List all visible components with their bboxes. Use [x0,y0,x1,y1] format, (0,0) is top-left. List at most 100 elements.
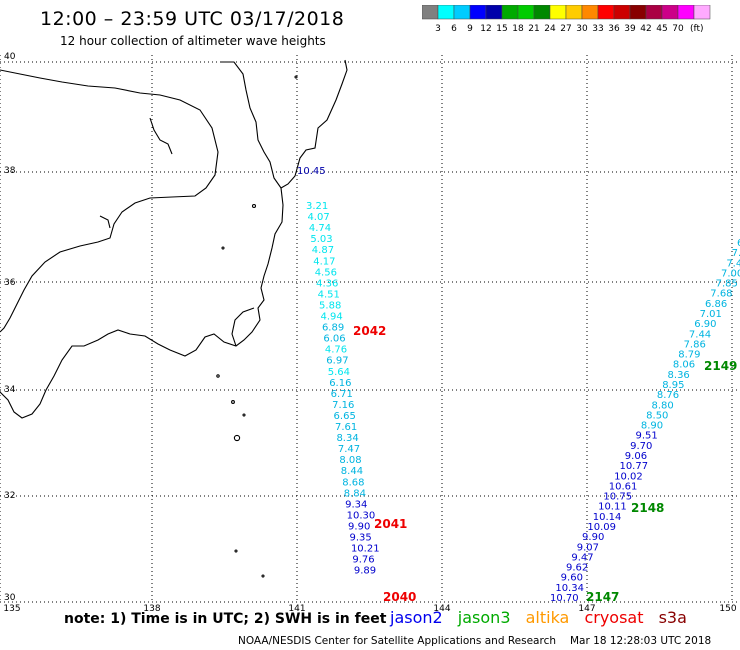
color-tick-label: 3 [435,24,441,34]
swh-value: 9.34 [345,499,367,510]
swh-value: 9.70 [630,441,652,452]
swh-value: 4.56 [315,267,337,278]
swh-value: 8.76 [657,390,679,401]
swh-value: 10.11 [598,502,627,513]
pass-time-label: 2042 [353,324,386,338]
swh-value: 9.89 [354,566,376,577]
swh-value: 6.89 [322,323,344,334]
swh-value: 9.62 [566,563,588,574]
swh-value: 7.01 [700,309,722,320]
pass-time-label: 2149 [704,359,737,373]
swh-value: 10.21 [351,544,380,555]
color-swatch [693,5,711,20]
color-scale-legend: 3 6 9 12 15 18 21 24 27 30 33 36 39 42 45 70 (ft) [422,5,711,34]
swh-value: 8.68 [342,477,364,488]
color-tick-label: 18 [512,24,524,34]
swh-value: 10.45 [297,166,326,177]
swh-value: 10.77 [619,461,648,472]
swh-value: 8.36 [668,370,690,381]
swh-value: 8.50 [646,410,668,421]
swh-value: 7.68 [710,289,732,300]
color-tick-label: 24 [544,24,556,34]
lon-label: 144 [433,604,450,614]
lon-label: 138 [143,604,160,614]
lat-label: 34 [4,385,16,395]
swh-value: 9.76 [352,555,374,566]
swh-value: 4.51 [318,289,340,300]
swh-value: 8.44 [341,466,363,477]
swh-value: 5.64 [328,367,350,378]
lat-label: 30 [4,593,16,603]
swh-value: 6.97 [326,356,348,367]
color-tick-label: 12 [480,24,491,34]
lat-label: 40 [4,52,16,62]
satellite-legend: jason2 jason3 altika cryosat s3a [390,608,697,627]
japan-coastline [0,59,348,578]
swh-value: 7.47 [338,444,360,455]
pass-time-label: 2040 [383,590,416,604]
jason3-track-west: 10.45 3.214.074.745.034.874.174.564.364.5… [297,166,380,577]
swh-value: 9.90 [348,521,370,532]
lat-label: 32 [4,491,15,501]
lat-label: 38 [4,166,16,176]
swh-value: 7.44 [689,329,711,340]
swh-value: 7.86 [684,339,706,350]
credit-timestamp: Mar 18 12:28:03 UTC 2018 [570,635,712,647]
swh-value: 4.17 [313,256,335,267]
swh-value: 4.76 [325,345,347,356]
pass-time-labels: 2042 2041 2040 2149 2148 2147 [353,324,737,604]
pass-time-label: 2148 [631,501,664,515]
credit-text: NOAA/NESDIS Center for Satellite Applica… [238,635,556,647]
swh-value: 9.51 [635,431,657,442]
lon-label: 150 [719,604,736,614]
swh-value: 5.03 [310,234,332,245]
swh-value: 10.30 [347,510,376,521]
lon-label: 147 [578,604,595,614]
swh-value: 9.47 [571,552,593,563]
satellite-jason3: jason3 [457,608,511,627]
swh-value: 6.71 [331,389,353,400]
units-note: note: 1) Time is in UTC; 2) SWH is in fe… [64,611,387,627]
swh-value: 4.36 [316,278,338,289]
color-tick-label: 39 [624,24,636,34]
color-tick-label: 42 [640,24,651,34]
satellite-s3a: s3a [658,608,687,627]
longitude-labels: 135 138 141 144 147 150 [3,604,736,614]
swh-value: 9.06 [625,451,647,462]
swh-value: 10.14 [593,512,622,523]
color-tick-label: 21 [528,24,539,34]
map-title: 12:00 – 23:59 UTC 03/17/2018 [40,8,345,30]
pass-time-label: 2147 [586,590,619,604]
color-tick-label: 30 [576,24,588,34]
swh-value: 8.95 [662,380,684,391]
color-tick-label: 70 [672,24,684,34]
lon-label: 135 [3,604,20,614]
swh-value: 9.35 [350,533,372,544]
lon-label: 141 [288,604,305,614]
swh-value: 8.80 [652,400,674,411]
swh-value: 7.16 [332,400,354,411]
color-tick-label: 15 [496,24,507,34]
lat-label: 36 [4,278,16,288]
swh-value: 4.94 [321,312,343,323]
swh-value: 7.00 [721,268,740,279]
swh-value: 10.61 [609,481,638,492]
color-tick-label: 45 [656,24,667,34]
color-tick-label: 6 [451,24,457,34]
satellite-altika: altika [525,608,570,627]
credit-line: NOAA/NESDIS Center for Satellite Applica… [238,635,711,647]
swh-value: 7.85 [716,279,738,290]
swh-value: 10.70 [550,593,579,604]
swh-value: 10.02 [614,471,643,482]
swh-value: 4.87 [312,245,334,256]
pass-time-label: 2041 [374,517,407,531]
swh-value: 6.65 [334,411,356,422]
color-tick-label: 36 [608,24,620,34]
swh-value: 8.08 [339,455,361,466]
swh-value: 8.90 [641,421,663,432]
latitude-labels: 40 38 36 34 32 30 [4,52,16,603]
color-tick-label: 27 [560,24,571,34]
swh-value: 9.90 [582,532,604,543]
swh-value: 8.34 [336,433,358,444]
satellite-cryosat: cryosat [584,608,644,627]
